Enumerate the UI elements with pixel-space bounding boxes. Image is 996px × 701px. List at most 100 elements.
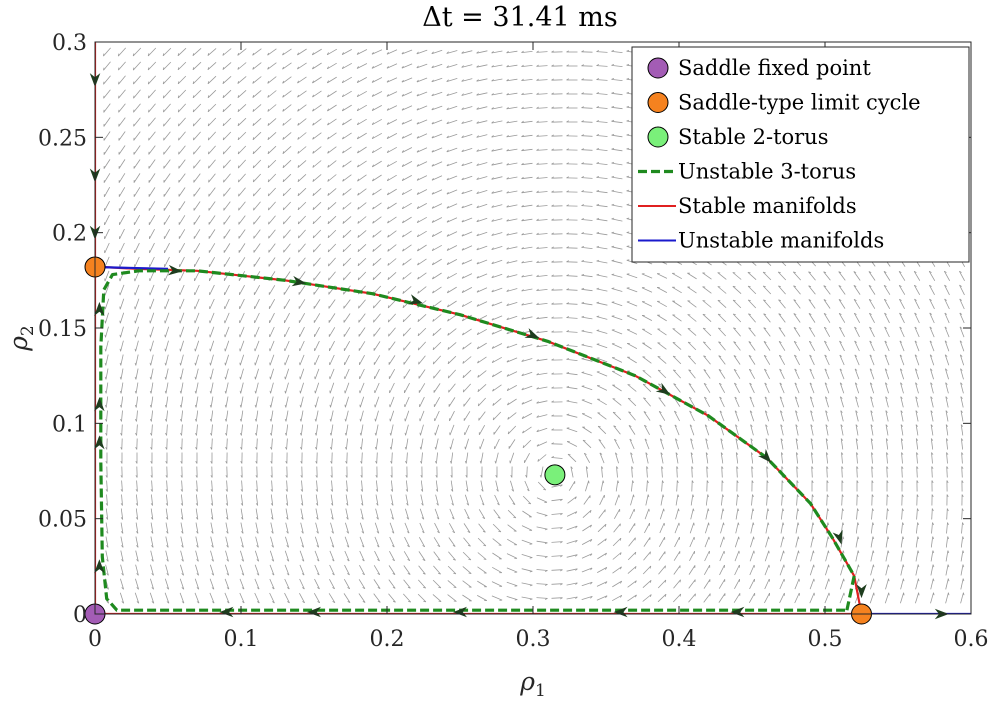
- quiver-arrow: [282, 159, 292, 169]
- quiver-arrow: [613, 509, 621, 519]
- quiver-arrow: [433, 355, 441, 365]
- quiver-arrow-head: [575, 582, 578, 585]
- quiver-arrow: [267, 90, 277, 98]
- quiver-arrow: [316, 438, 318, 450]
- quiver-arrow: [417, 272, 427, 280]
- quiver-arrow: [133, 131, 141, 141]
- quiver-arrow: [388, 313, 396, 323]
- quiver-arrow-head: [401, 121, 404, 125]
- quiver-arrow-head: [317, 601, 320, 604]
- quiver-arrow: [237, 76, 247, 84]
- quiver-arrow-head: [506, 50, 509, 54]
- quiver-arrow-head: [327, 192, 330, 196]
- quiver-arrow: [240, 508, 244, 520]
- quiver-arrow: [210, 508, 214, 520]
- quiver-arrow: [330, 396, 334, 408]
- quiver-arrow: [132, 47, 142, 57]
- quiver-arrow: [869, 592, 875, 604]
- quiver-arrow-head: [312, 136, 315, 140]
- quiver-arrow: [536, 65, 548, 67]
- quiver-arrow-head: [779, 382, 783, 385]
- quiver-arrow-head: [431, 51, 434, 54]
- quiver-arrow: [705, 494, 709, 506]
- quiver-arrow: [209, 284, 215, 296]
- quiver-arrow: [627, 580, 637, 588]
- quiver-arrow: [208, 215, 216, 225]
- quiver-arrow: [491, 162, 503, 166]
- quiver-arrow: [192, 61, 202, 71]
- legend-marker: [647, 92, 669, 113]
- quiver-arrow: [596, 302, 608, 306]
- quiver-arrow-head: [178, 123, 180, 127]
- quiver-arrow-head: [241, 559, 244, 562]
- quiver-arrow-head: [536, 204, 539, 207]
- quiver-arrow: [612, 370, 622, 378]
- quiver-arrow: [779, 396, 785, 408]
- quiver-arrow: [164, 256, 170, 268]
- quiver-arrow: [687, 341, 697, 351]
- quiver-arrow: [328, 313, 336, 323]
- quiver-arrow-head: [536, 176, 539, 179]
- quiver-arrow: [404, 522, 410, 534]
- quiver-arrow-head: [808, 299, 812, 302]
- quiver-arrow-head: [751, 466, 754, 469]
- quiver-arrow-head: [689, 424, 693, 427]
- quiver-arrow: [435, 480, 439, 492]
- quiver-arrow: [431, 119, 443, 125]
- quiver-arrow: [810, 550, 814, 562]
- quiver-arrow: [223, 201, 231, 211]
- quiver-arrow: [961, 522, 963, 534]
- quiver-arrow: [104, 228, 110, 240]
- quiver-arrow: [778, 285, 786, 295]
- quiver-arrow: [521, 148, 533, 152]
- quiver-arrow-head: [566, 232, 569, 235]
- quiver-arrow: [780, 550, 784, 562]
- quiver-arrow-head: [225, 432, 227, 436]
- quiver-arrow: [436, 452, 438, 464]
- quiver-arrow: [330, 424, 334, 436]
- quiver-arrow: [476, 106, 488, 110]
- quiver-arrow: [207, 89, 217, 99]
- quiver-arrow-head: [749, 382, 752, 385]
- quiver-arrow-head: [192, 81, 195, 85]
- quiver-arrow: [299, 564, 305, 576]
- quiver-arrow-head: [611, 203, 615, 206]
- quiver-arrow: [809, 354, 815, 366]
- quiver-arrow-head: [945, 410, 948, 413]
- quiver-arrow-head: [694, 593, 696, 597]
- quiver-arrow: [869, 368, 875, 380]
- quiver-arrow: [433, 397, 441, 407]
- quiver-arrow: [900, 424, 904, 436]
- quiver-arrow: [810, 424, 814, 436]
- quiver-arrow-head: [551, 302, 554, 305]
- quiver-arrow: [267, 145, 277, 155]
- quiver-arrow: [178, 215, 186, 225]
- quiver-arrow: [596, 65, 608, 67]
- quiver-arrow: [914, 340, 920, 352]
- quiver-arrow: [254, 312, 260, 324]
- quiver-arrow: [536, 386, 548, 390]
- torus-flow-arrow: [291, 275, 307, 287]
- quiver-arrow-head: [869, 368, 873, 371]
- quiver-arrow: [103, 89, 111, 99]
- quiver-arrow: [105, 396, 109, 408]
- y-tick-label: 0.1: [52, 412, 87, 437]
- quiver-arrow: [916, 508, 918, 520]
- quiver-arrow-head: [207, 123, 210, 127]
- quiver-arrow-head: [312, 80, 314, 84]
- quiver-arrow: [193, 159, 201, 169]
- quiver-arrow-head: [327, 249, 330, 253]
- quiver-arrow-head: [566, 344, 570, 346]
- torus-flow-arrow: [94, 397, 105, 412]
- quiver-arrow: [870, 522, 874, 534]
- quiver-arrow-head: [252, 109, 255, 112]
- quiver-arrow-head: [560, 597, 563, 600]
- legend-label: Unstable manifolds: [678, 229, 884, 253]
- quiver-arrow: [611, 106, 623, 110]
- quiver-arrow: [477, 342, 487, 350]
- quiver-arrow-head: [626, 259, 630, 261]
- quiver-arrow: [106, 494, 108, 506]
- quiver-arrow-head: [372, 277, 375, 280]
- quiver-arrow-head: [476, 163, 479, 166]
- quiver-arrow-head: [150, 531, 154, 534]
